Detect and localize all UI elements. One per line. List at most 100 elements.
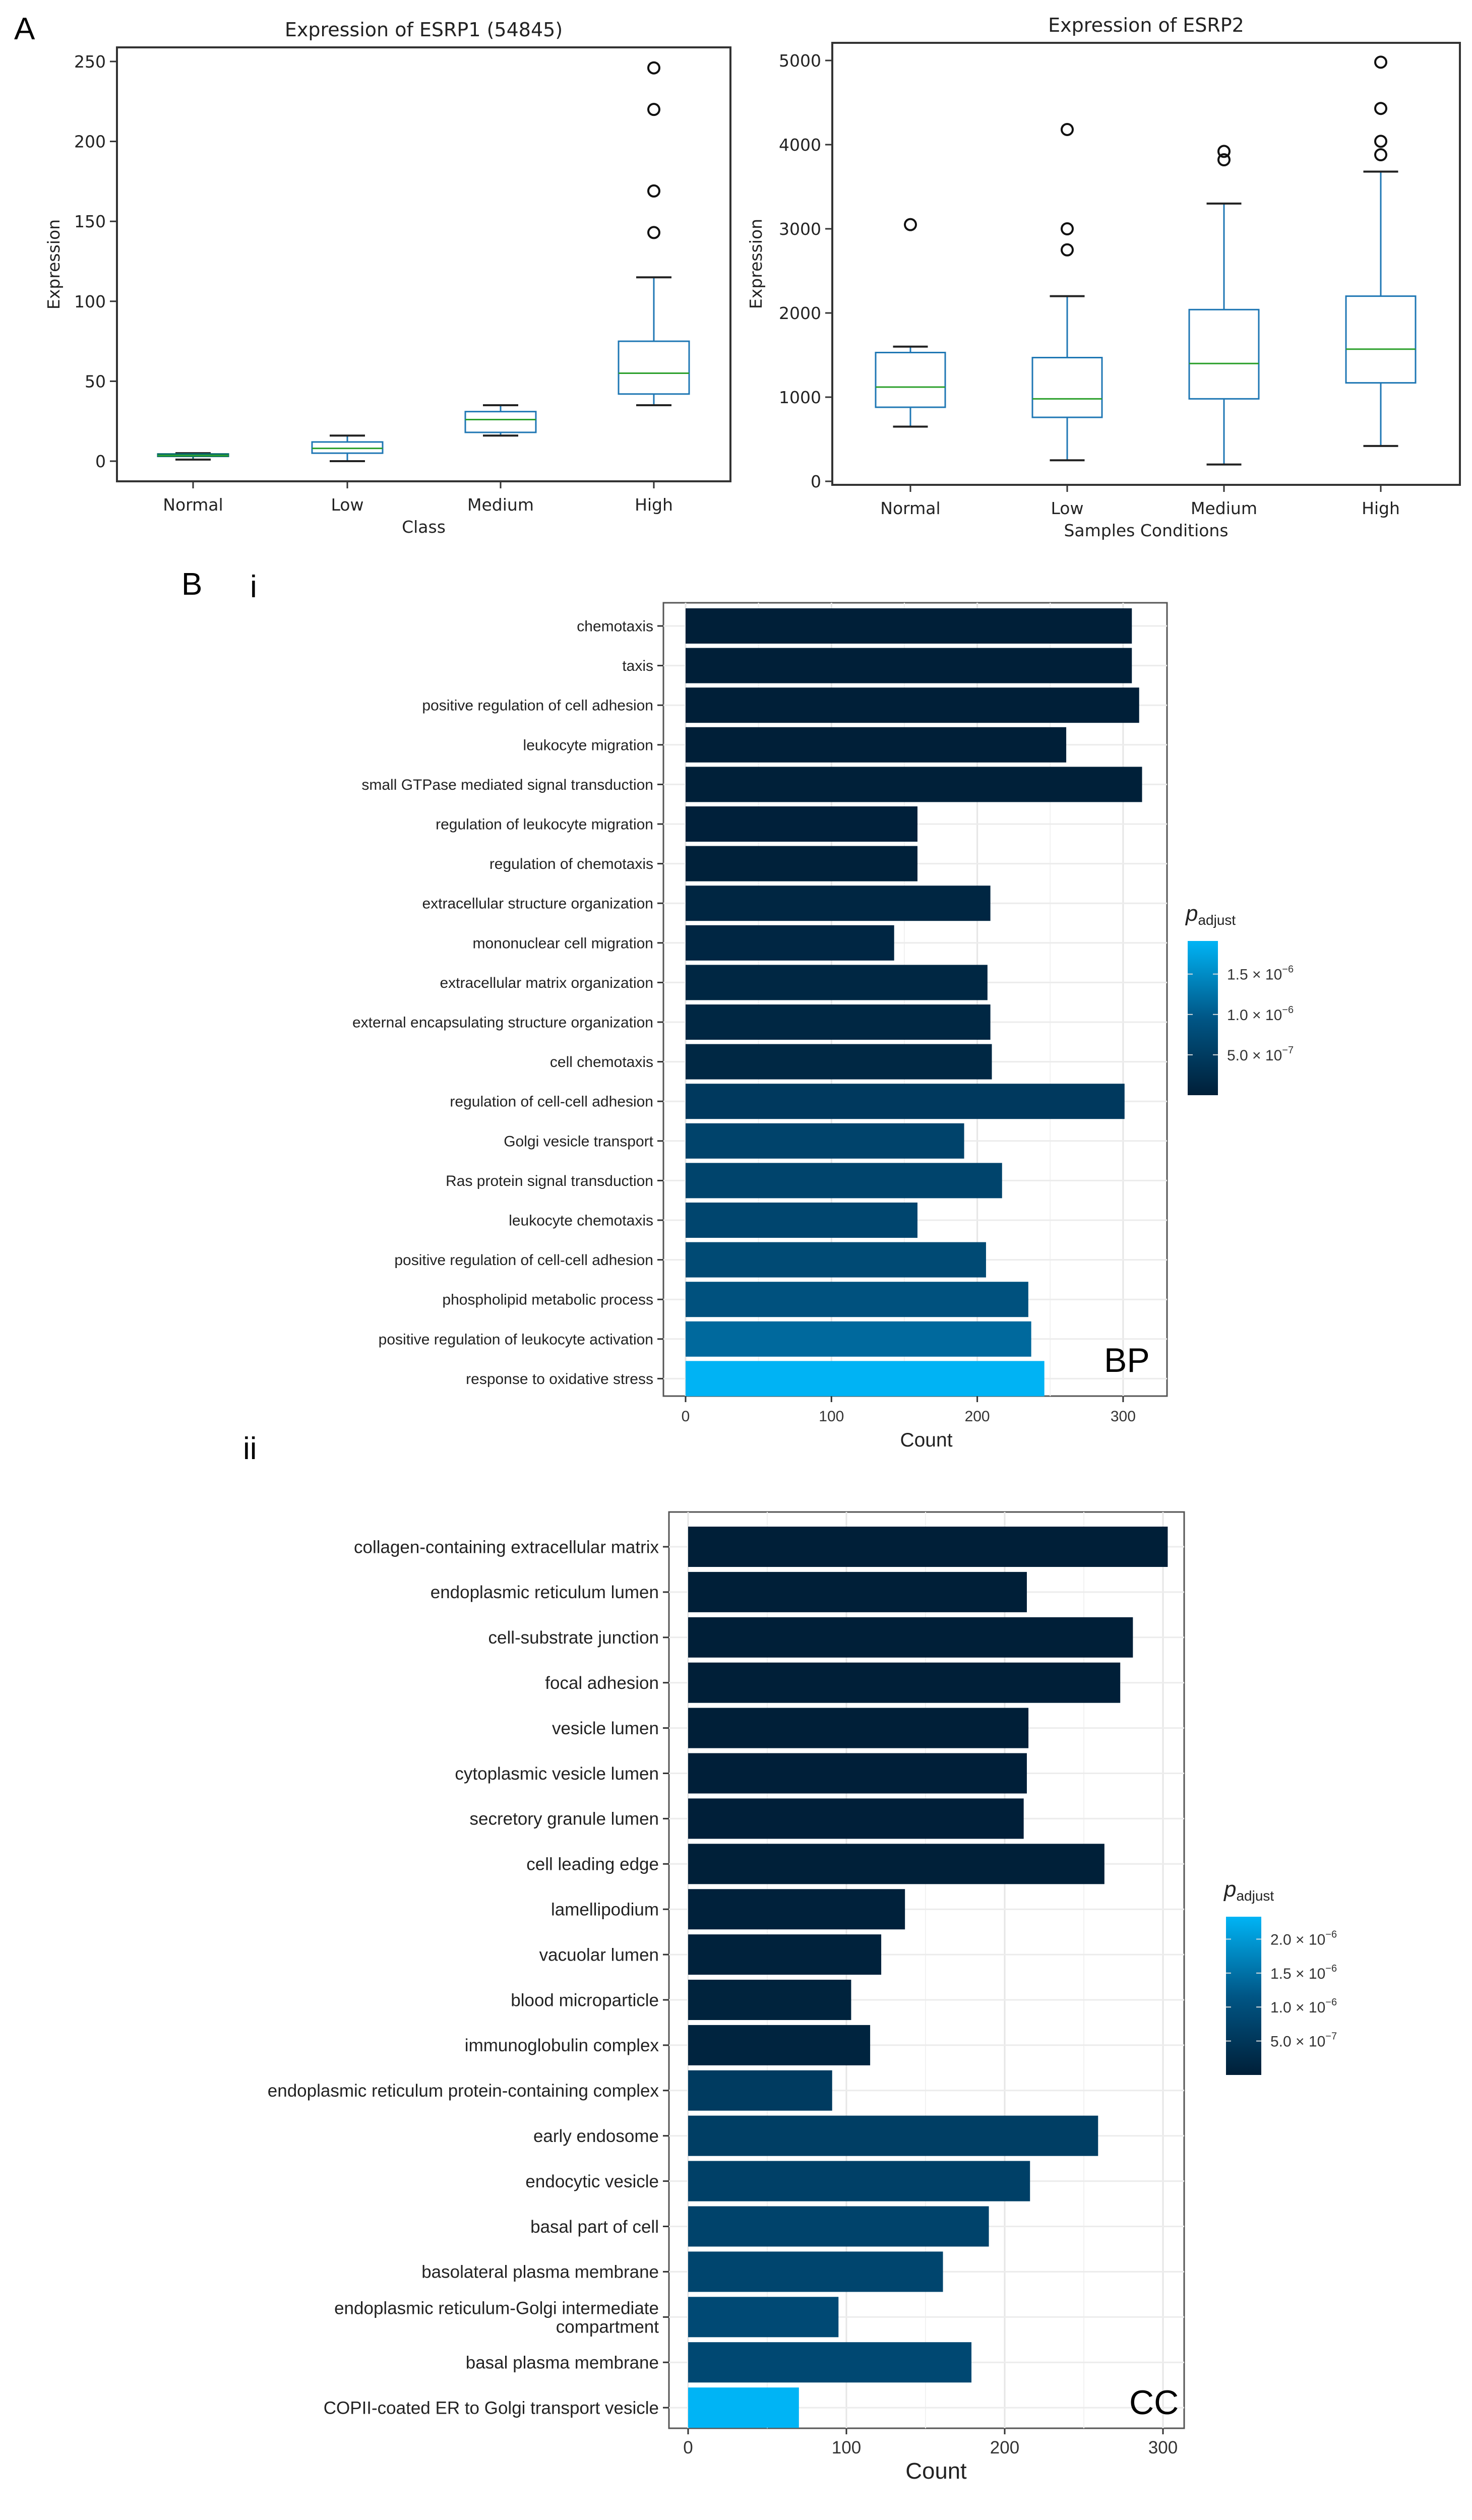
padjust-color-legend: padjust 2.0 × 10−6 1.5 × 10−6 1.0 × 10−6 5.0… xyxy=(1223,1877,1337,2075)
bar xyxy=(686,1282,1028,1317)
category-label: cell leading edge xyxy=(526,1855,659,1874)
panel-label-i: i xyxy=(250,570,257,604)
category-label: endoplasmic reticulum-Golgi intermediate… xyxy=(334,2298,659,2337)
category-label: chemotaxis xyxy=(577,618,653,635)
iqr-box xyxy=(1188,308,1260,400)
category-label: basolateral plasma membrane xyxy=(421,2262,659,2282)
legend-tick-label: 1.5 × 10−6 xyxy=(1270,1963,1337,1982)
category-label: focal adhesion xyxy=(545,1673,659,1693)
bp-label: BP xyxy=(1104,1341,1150,1379)
cc-bar-chart: collagen-containing extracellular matrix… xyxy=(268,1511,1337,2484)
y-tick-label: 1000 xyxy=(779,388,821,407)
bar xyxy=(686,1242,986,1278)
x-tick-label: 300 xyxy=(1111,1408,1136,1425)
bar xyxy=(686,846,917,881)
bar xyxy=(686,925,894,961)
category-label: positive regulation of leukocyte activat… xyxy=(379,1331,653,1348)
category-label: positive regulation of cell-cell adhesio… xyxy=(394,1252,653,1269)
x-tick-label: 300 xyxy=(1148,2438,1178,2458)
legend-title: padjust xyxy=(1223,1877,1274,1904)
outlier-point xyxy=(1374,55,1387,69)
esrp2-boxplot: Expression of ESRP2 0 1000 2000 3000 4000 5000… xyxy=(746,14,1461,540)
legend-title: padjust xyxy=(1185,901,1236,928)
legend-tick-exponent: −6 xyxy=(1325,1997,1337,2008)
bar xyxy=(686,886,991,921)
panel-label-ii: ii xyxy=(243,1431,257,1466)
x-tick-label: Medium xyxy=(467,495,534,515)
box-low xyxy=(1031,122,1103,462)
y-tick-label: 0 xyxy=(95,452,106,471)
iqr-box xyxy=(1345,295,1417,384)
legend-tick-label: 1.0 × 10−6 xyxy=(1270,1997,1337,2016)
category-label: collagen-containing extracellular matrix xyxy=(354,1537,659,1557)
outlier-point xyxy=(1061,222,1074,235)
y-axis-label: Expression xyxy=(746,219,766,309)
iqr-box xyxy=(1031,357,1103,418)
bar xyxy=(688,1617,1133,1658)
category-label: phospholipid metabolic process xyxy=(442,1292,653,1308)
bar xyxy=(688,2206,989,2247)
box-normal xyxy=(157,452,229,461)
y-tick-label: 50 xyxy=(85,371,106,391)
category-label: cytoplasmic vesicle lumen xyxy=(455,1764,659,1784)
outlier-point xyxy=(1061,243,1074,257)
y-tick-label: 3000 xyxy=(779,219,821,239)
bar xyxy=(688,2025,871,2065)
y-tick-label: 4000 xyxy=(779,135,821,155)
category-label: Golgi vesicle transport xyxy=(504,1133,653,1150)
category-label: secretory granule lumen xyxy=(470,1809,659,1829)
bp-bar-chart: chemotaxis taxis positive regulation of ce… xyxy=(352,602,1294,1451)
bar xyxy=(686,1004,991,1040)
x-tick-label: High xyxy=(1362,498,1400,518)
bar xyxy=(686,1163,1002,1199)
panel-label-b: B xyxy=(181,567,202,602)
bar xyxy=(688,2070,832,2111)
y-axis-label: Expression xyxy=(44,219,64,309)
y-tick-label: 2000 xyxy=(779,303,821,323)
outlier-point xyxy=(647,226,660,239)
plot-frame xyxy=(116,46,731,482)
x-axis-label: Count xyxy=(905,2458,967,2484)
category-label: leukocyte chemotaxis xyxy=(509,1213,653,1229)
x-tick-label: 100 xyxy=(819,1408,844,1425)
bar xyxy=(688,1889,905,1930)
category-label: small GTPase mediated signal transductio… xyxy=(361,777,653,793)
legend-tick-label: 5.0 × 10−7 xyxy=(1270,2031,1337,2050)
bar xyxy=(688,2297,839,2338)
legend-tick-exponent: −7 xyxy=(1282,1045,1294,1056)
x-axis-label: Class xyxy=(402,517,446,537)
y-tick-label: 200 xyxy=(74,132,106,152)
category-label: vesicle lumen xyxy=(552,1719,659,1738)
category-label: lamellipodium xyxy=(551,1900,659,1919)
y-tick-label: 150 xyxy=(74,212,106,231)
outlier-point xyxy=(647,184,660,198)
category-label: mononuclear cell migration xyxy=(472,935,653,952)
box-medium xyxy=(464,404,537,437)
bar xyxy=(686,1321,1031,1357)
x-axis-label: Count xyxy=(900,1429,952,1451)
bar xyxy=(688,1798,1024,1839)
bar xyxy=(686,1203,917,1238)
bar xyxy=(686,648,1132,683)
bar xyxy=(688,1980,851,2020)
bar xyxy=(688,2387,799,2428)
legend-tick-label: 2.0 × 10−6 xyxy=(1270,1929,1337,1948)
category-label: basal part of cell xyxy=(530,2217,659,2237)
x-tick-label: Normal xyxy=(880,498,940,518)
category-label: cell-substrate junction xyxy=(488,1628,659,1648)
outlier-point xyxy=(647,103,660,116)
bar xyxy=(686,1123,964,1159)
outlier-point xyxy=(1374,135,1387,148)
x-tick-label: Normal xyxy=(163,495,223,515)
legend-tick-mantissa: 5.0 × 10 xyxy=(1227,1047,1282,1064)
category-label: basal plasma membrane xyxy=(466,2353,659,2372)
legend-tick-exponent: −7 xyxy=(1325,2031,1337,2042)
category-label: external encapsulating structure organiz… xyxy=(352,1015,653,1031)
category-label: endoplasmic reticulum lumen xyxy=(431,1583,659,1602)
bar xyxy=(688,1753,1027,1794)
bar xyxy=(686,687,1139,723)
y-tick-label: 0 xyxy=(811,472,821,491)
box-low xyxy=(311,434,384,462)
